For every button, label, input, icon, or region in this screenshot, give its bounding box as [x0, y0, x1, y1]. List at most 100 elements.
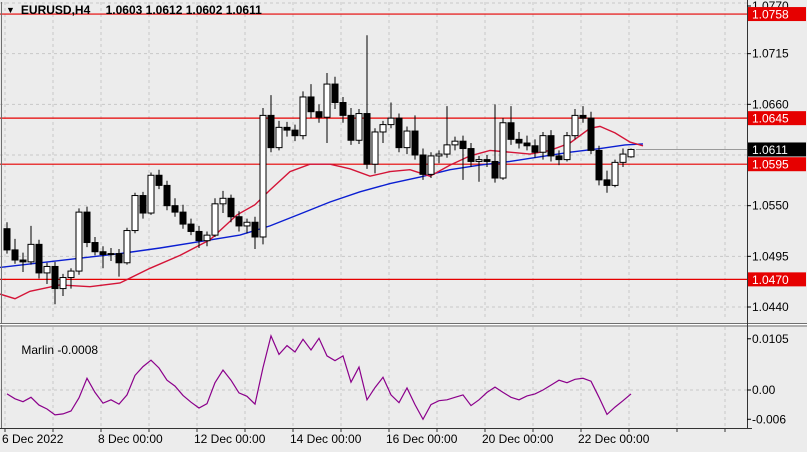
candle-bear: [331, 83, 339, 103]
level-price-badge: 1.0470: [752, 273, 789, 287]
candle-bull: [67, 270, 75, 279]
price-axis-label: 1.0550: [752, 199, 789, 213]
candle-bull: [211, 203, 219, 236]
candle-bear: [267, 114, 275, 149]
candle-bear: [595, 149, 603, 181]
candle-bear: [227, 197, 235, 218]
time-axis-label: 20 Dec 00:00: [482, 432, 554, 446]
candle-bull: [387, 117, 395, 126]
candle-bull: [379, 124, 387, 133]
candle-bear: [507, 122, 515, 140]
candle-bear: [491, 160, 499, 179]
candle-bull: [435, 153, 443, 157]
candle-bull: [43, 265, 51, 274]
candle-bear: [531, 145, 539, 153]
candle-bear: [315, 111, 323, 118]
candle-bear: [115, 253, 123, 264]
level-price-badge-bg: [748, 7, 806, 22]
candle-bear: [347, 114, 355, 141]
candle-bull: [499, 122, 507, 179]
indicator-axis-label: -0.006: [752, 412, 786, 426]
candle-bull: [403, 130, 411, 149]
ma-slow-line: [0, 143, 644, 269]
level-price-badge: 1.0758: [752, 8, 789, 22]
candle-bull: [539, 135, 547, 153]
level-price-badge: 1.0595: [752, 158, 789, 172]
candle-bull: [107, 253, 115, 256]
candle-bear: [155, 174, 163, 186]
candle-bear: [11, 249, 19, 261]
price-axis-label: 1.0440: [752, 300, 789, 314]
time-axis-label: 8 Dec 00:00: [98, 432, 163, 446]
candle-bear: [163, 184, 171, 207]
candle-bull: [299, 96, 307, 137]
candle-bear: [523, 142, 531, 147]
candle-bull: [147, 174, 155, 214]
candle-bear: [411, 130, 419, 156]
candle-bull: [219, 197, 227, 205]
candle-bull: [427, 155, 435, 175]
candle-bear: [195, 230, 203, 242]
time-axis-label: 14 Dec 00:00: [290, 432, 362, 446]
ma-fast-line: [0, 125, 644, 300]
level-price-badge-bg: [748, 157, 806, 172]
candle-bull: [203, 234, 211, 242]
price-axis-label: 1.0495: [752, 249, 789, 263]
chart-symbol-period: EURUSD,H4: [20, 3, 91, 17]
candle-bull: [123, 230, 131, 264]
price-scale[interactable]: 1.07701.07151.06601.05501.04951.04401.07…: [747, 0, 806, 426]
candle-bull: [563, 135, 571, 161]
candle-bear: [339, 101, 347, 116]
candle-bear: [91, 242, 99, 253]
time-axis-label: 22 Dec 00:00: [578, 432, 650, 446]
current-price-badge: 1.0611: [752, 143, 788, 157]
candle-bear: [603, 179, 611, 186]
candle-bull: [611, 161, 619, 186]
candle-bear: [83, 211, 91, 244]
collapse-chart-icon[interactable]: ▼: [6, 5, 15, 15]
indicator-label: Marlin -0.0008: [8, 329, 98, 371]
candle-bull: [27, 243, 35, 263]
candle-bear: [555, 155, 563, 161]
chart-ohlc-quotes: 1.0603 1.0612 1.0602 1.0611: [105, 3, 262, 17]
marlin-line: [6, 334, 632, 421]
price-axis-label: 1.0660: [752, 97, 789, 111]
level-price-badge-bg: [748, 272, 806, 287]
candle-bull: [59, 277, 67, 290]
candles-group: [3, 35, 635, 305]
candle-bear: [251, 221, 259, 238]
candle-bear: [579, 114, 587, 119]
candle-bull: [275, 126, 283, 149]
level-price-badge-bg: [748, 111, 806, 126]
candle-bear: [395, 117, 403, 149]
grid-lines: [0, 2, 747, 432]
candle-bear: [235, 216, 243, 227]
candle-bear: [467, 148, 475, 162]
candle-bull: [475, 159, 483, 162]
candle-bear: [3, 228, 11, 251]
candle-bear: [139, 195, 147, 214]
candle-bull: [443, 144, 451, 155]
indicator-name: Marlin: [21, 343, 55, 357]
pane-borders: [0, 0, 807, 429]
candle-bear: [291, 129, 299, 137]
candle-bull: [355, 113, 363, 141]
candle-bear: [99, 251, 107, 255]
time-scale[interactable]: 6 Dec 2022 8 Dec 00:00 12 Dec 00:00 14 Dec …: [2, 432, 650, 446]
candle-bear: [587, 117, 595, 151]
candle-bear: [283, 126, 291, 131]
candle-bear: [419, 154, 427, 175]
candle-bull: [371, 131, 379, 165]
candle-bear: [179, 211, 187, 225]
candle-bear: [171, 205, 179, 213]
indicator-axis-label: 0.00: [752, 383, 776, 397]
candle-bull: [259, 114, 267, 238]
candle-bull: [619, 153, 627, 163]
candle-bull: [131, 195, 139, 232]
candle-bear: [547, 135, 555, 157]
indicator-axis-label: 0.0105: [752, 332, 789, 346]
candle-bull: [243, 221, 251, 227]
candle-bear: [483, 159, 491, 162]
